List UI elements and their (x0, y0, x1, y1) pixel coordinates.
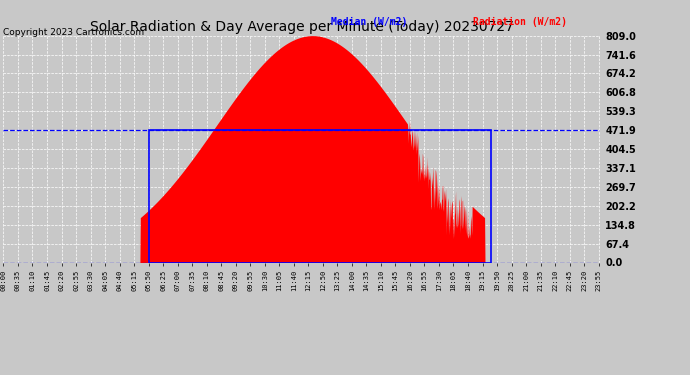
Text: Median (W/m2): Median (W/m2) (331, 17, 408, 27)
Text: Copyright 2023 Cartronics.com: Copyright 2023 Cartronics.com (3, 28, 145, 37)
Text: Radiation (W/m2): Radiation (W/m2) (473, 17, 566, 27)
Bar (148, 130, 491, 262)
Title: Solar Radiation & Day Average per Minute (Today) 20230727: Solar Radiation & Day Average per Minute… (90, 21, 514, 34)
